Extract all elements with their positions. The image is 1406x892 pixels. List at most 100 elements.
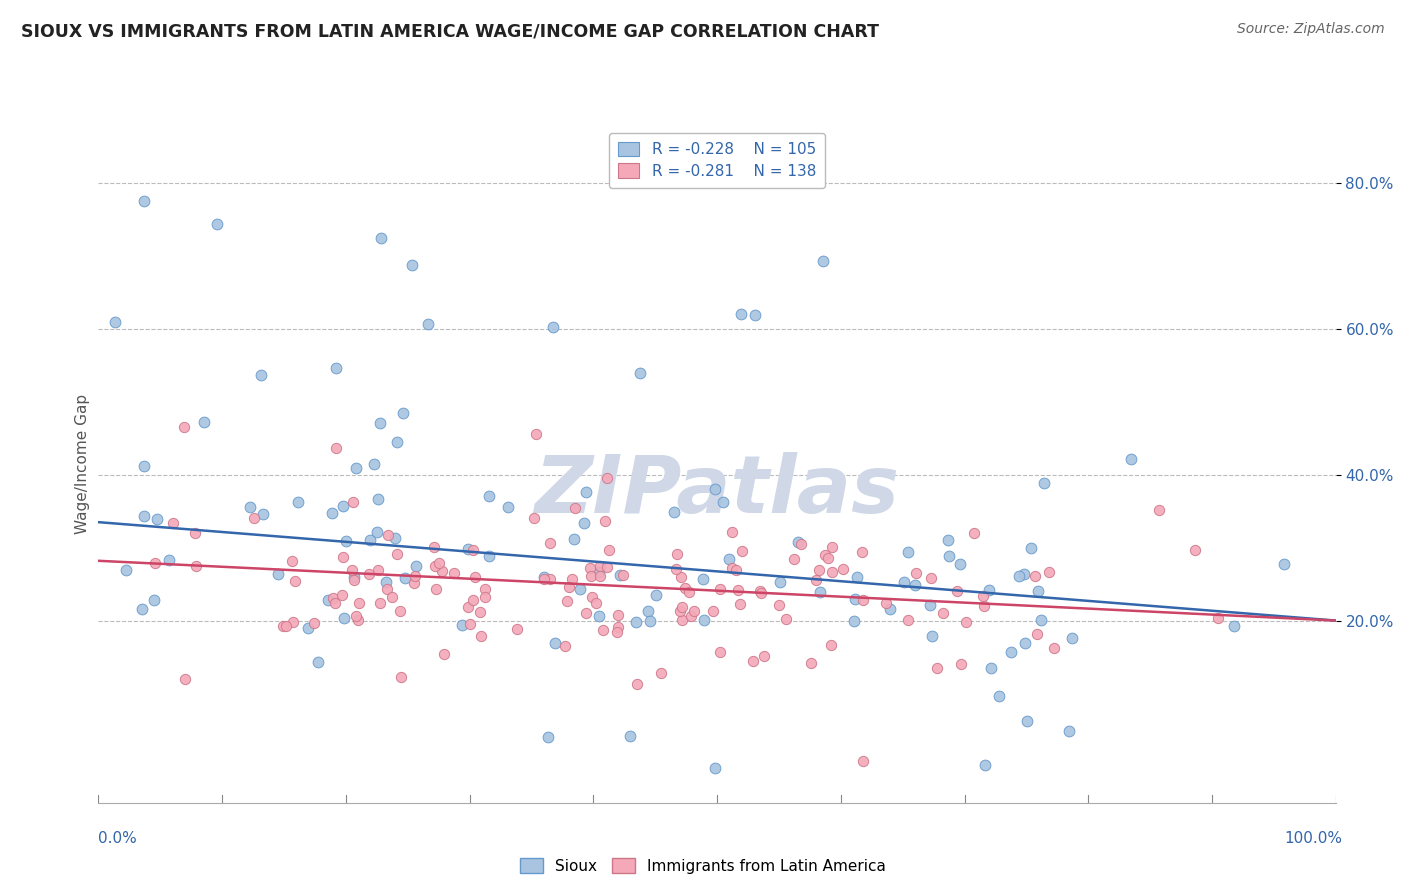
Point	[332, 499, 354, 513]
Point	[879, 602, 901, 616]
Point	[808, 584, 831, 599]
Point	[538, 535, 561, 549]
Point	[370, 231, 392, 245]
Point	[524, 426, 547, 441]
Point	[972, 589, 994, 603]
Point	[1012, 567, 1035, 582]
Point	[1026, 583, 1049, 598]
Point	[478, 549, 501, 564]
Point	[846, 570, 869, 584]
Point	[321, 506, 343, 520]
Point	[596, 560, 619, 574]
Point	[1272, 557, 1295, 571]
Point	[949, 657, 972, 672]
Point	[980, 661, 1002, 675]
Point	[665, 562, 688, 576]
Point	[678, 584, 700, 599]
Point	[367, 491, 389, 506]
Point	[800, 657, 823, 671]
Point	[955, 615, 977, 629]
Point	[146, 512, 169, 526]
Point	[752, 649, 775, 664]
Point	[131, 601, 153, 615]
Point	[243, 511, 266, 525]
Point	[905, 566, 928, 580]
Text: SIOUX VS IMMIGRANTS FROM LATIN AMERICA WAGE/INCOME GAP CORRELATION CHART: SIOUX VS IMMIGRANTS FROM LATIN AMERICA W…	[21, 22, 879, 40]
Point	[367, 563, 389, 577]
Point	[897, 545, 920, 559]
Point	[645, 588, 668, 602]
Legend: Sioux, Immigrants from Latin America: Sioux, Immigrants from Latin America	[513, 852, 893, 880]
Point	[741, 654, 763, 668]
Point	[720, 561, 742, 575]
Point	[593, 514, 616, 528]
Point	[579, 561, 602, 575]
Point	[820, 638, 842, 652]
Point	[979, 583, 1001, 598]
Point	[1060, 632, 1083, 646]
Point	[606, 625, 628, 640]
Point	[433, 647, 456, 661]
Point	[374, 574, 396, 589]
Point	[693, 613, 716, 627]
Point	[821, 566, 844, 580]
Point	[506, 623, 529, 637]
Point	[1184, 543, 1206, 558]
Point	[619, 729, 641, 743]
Point	[704, 761, 727, 775]
Point	[281, 615, 304, 629]
Point	[607, 620, 630, 634]
Point	[157, 553, 180, 567]
Point	[343, 573, 366, 587]
Point	[404, 576, 426, 591]
Point	[932, 606, 955, 620]
Point	[375, 582, 398, 596]
Point	[145, 556, 167, 570]
Point	[142, 593, 165, 607]
Point	[832, 562, 855, 576]
Point	[668, 604, 690, 618]
Point	[904, 578, 927, 592]
Point	[808, 564, 831, 578]
Point	[389, 670, 412, 684]
Text: ZIPatlas: ZIPatlas	[534, 452, 900, 530]
Point	[1119, 451, 1142, 466]
Point	[1206, 611, 1229, 625]
Point	[323, 596, 346, 610]
Point	[748, 583, 770, 598]
Point	[564, 500, 586, 515]
Point	[920, 598, 942, 612]
Point	[588, 609, 610, 624]
Point	[330, 588, 353, 602]
Point	[297, 621, 319, 635]
Point	[783, 551, 806, 566]
Point	[1029, 613, 1052, 627]
Point	[709, 582, 731, 596]
Point	[589, 569, 612, 583]
Point	[344, 461, 367, 475]
Point	[987, 689, 1010, 703]
Point	[184, 525, 207, 540]
Point	[307, 655, 329, 669]
Point	[1147, 503, 1170, 517]
Point	[332, 549, 354, 564]
Point	[538, 572, 561, 586]
Point	[626, 677, 648, 691]
Point	[461, 543, 484, 558]
Point	[920, 570, 942, 584]
Point	[418, 318, 440, 332]
Point	[115, 563, 138, 577]
Point	[474, 582, 496, 596]
Point	[673, 581, 696, 595]
Legend: R = -0.228    N = 105, R = -0.281    N = 138: R = -0.228 N = 105, R = -0.281 N = 138	[609, 133, 825, 188]
Point	[322, 591, 344, 606]
Point	[340, 563, 363, 577]
Point	[711, 495, 734, 509]
Point	[287, 495, 309, 509]
Point	[132, 509, 155, 524]
Point	[366, 524, 388, 539]
Point	[381, 590, 404, 604]
Point	[1223, 618, 1246, 632]
Point	[607, 607, 630, 622]
Point	[392, 406, 415, 420]
